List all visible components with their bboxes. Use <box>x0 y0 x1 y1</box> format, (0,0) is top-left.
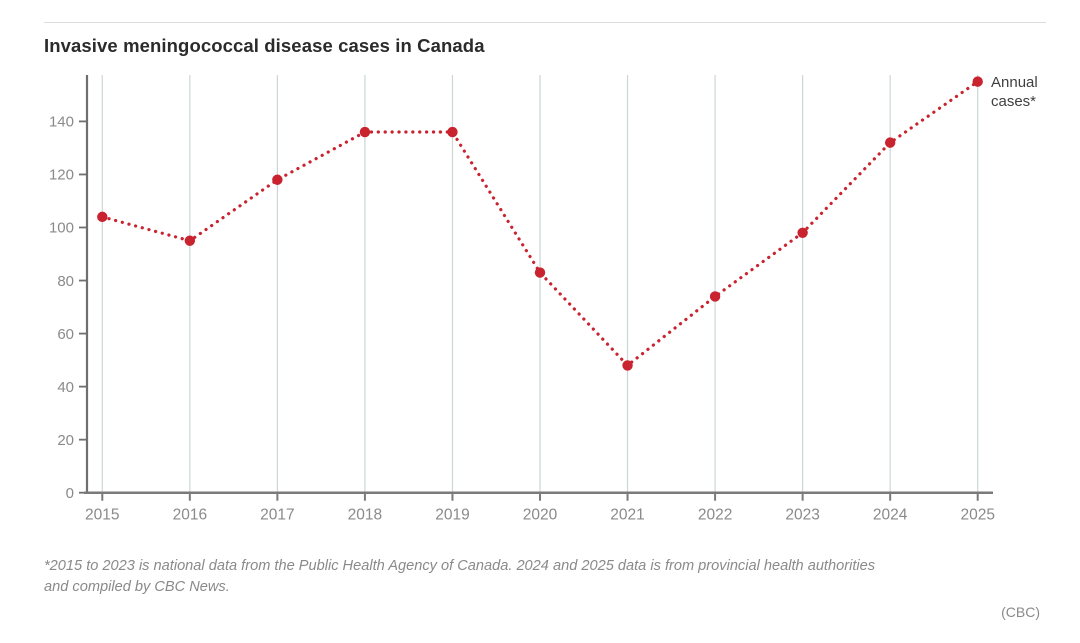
source-attribution: (CBC) <box>1001 604 1040 620</box>
chart-area: 0 20 40 60 80 100 120 140 2015 2016 2017 2018 2019 20… <box>0 60 1080 540</box>
data-point-2019[interactable] <box>447 126 458 138</box>
x-tick-label-2023: 2023 <box>785 507 819 524</box>
footnote-line-2: and compiled by CBC News. <box>44 578 230 595</box>
data-point-2024[interactable] <box>884 137 896 148</box>
data-point-2016[interactable] <box>184 235 196 246</box>
data-line <box>100 80 980 368</box>
data-point-2022[interactable] <box>709 291 721 302</box>
footnote: *2015 to 2023 is national data from the … <box>44 556 1054 597</box>
x-tick-label-2015: 2015 <box>85 507 119 524</box>
x-tick-label-2025: 2025 <box>960 507 994 524</box>
chart-title: Invasive meningococcal disease cases in … <box>44 35 485 56</box>
data-point-2025[interactable] <box>972 76 983 87</box>
x-tick-label-2017: 2017 <box>260 507 294 524</box>
data-point-2023[interactable] <box>797 227 808 238</box>
data-point-2015[interactable] <box>97 211 108 223</box>
y-tick-label-140: 140 <box>49 114 74 131</box>
data-point-2021[interactable] <box>622 360 633 371</box>
x-tick-label-2019: 2019 <box>435 507 469 524</box>
chart-svg: 0 20 40 60 80 100 120 140 2015 2016 2017 2018 2019 20… <box>49 75 995 524</box>
data-point-2017[interactable] <box>272 174 283 185</box>
top-divider <box>44 22 1046 23</box>
y-tick-label-20: 20 <box>57 432 74 449</box>
y-tick-label-40: 40 <box>57 379 74 396</box>
y-tick-label-120: 120 <box>49 167 74 184</box>
y-tick-label-60: 60 <box>57 326 74 343</box>
x-tick-label-2016: 2016 <box>173 507 207 524</box>
data-point-2020[interactable] <box>534 267 546 278</box>
y-tick-label-0: 0 <box>66 485 74 502</box>
data-point-2018[interactable] <box>359 126 371 138</box>
footnote-line-1: *2015 to 2023 is national data from the … <box>44 558 876 574</box>
x-tick-label-2020: 2020 <box>523 507 558 524</box>
x-tick-label-2024: 2024 <box>873 507 908 524</box>
series-legend: Annual cases* <box>991 74 1038 111</box>
y-tick-label-80: 80 <box>57 273 74 290</box>
x-tick-label-2022: 2022 <box>698 507 732 524</box>
y-tick-label-100: 100 <box>49 220 74 237</box>
x-tick-label-2018: 2018 <box>348 507 382 524</box>
x-tick-label-2021: 2021 <box>610 507 644 524</box>
